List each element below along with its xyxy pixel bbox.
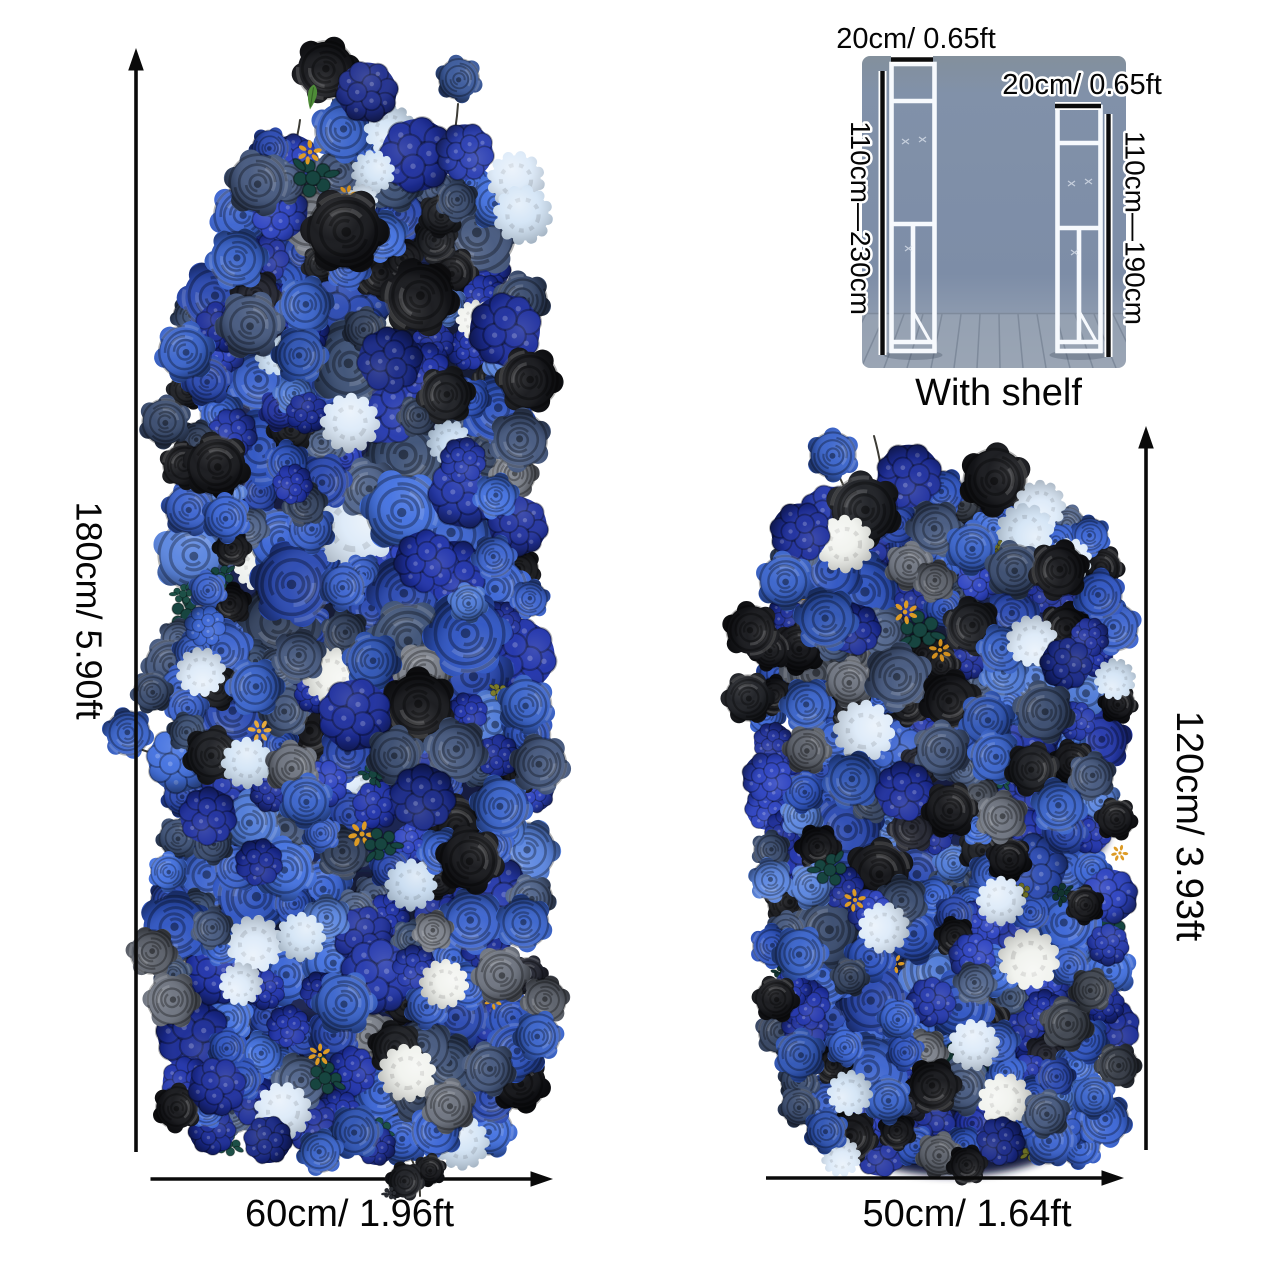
svg-text:20cm/ 0.65ft: 20cm/ 0.65ft [836, 23, 996, 55]
svg-text:20cm/ 0.65ft: 20cm/ 0.65ft [1002, 69, 1162, 101]
svg-text:110cm—190cm: 110cm—190cm [1120, 131, 1151, 325]
svg-text:50cm/ 1.64ft: 50cm/ 1.64ft [862, 1193, 1072, 1235]
svg-text:180cm/ 5.90ft: 180cm/ 5.90ft [69, 501, 110, 719]
svg-text:With shelf: With shelf [915, 372, 1082, 414]
svg-text:60cm/ 1.96ft: 60cm/ 1.96ft [245, 1193, 455, 1235]
svg-text:110cm—230cm: 110cm—230cm [845, 121, 876, 315]
svg-text:120cm/ 3.93ft: 120cm/ 3.93ft [1168, 711, 1210, 942]
